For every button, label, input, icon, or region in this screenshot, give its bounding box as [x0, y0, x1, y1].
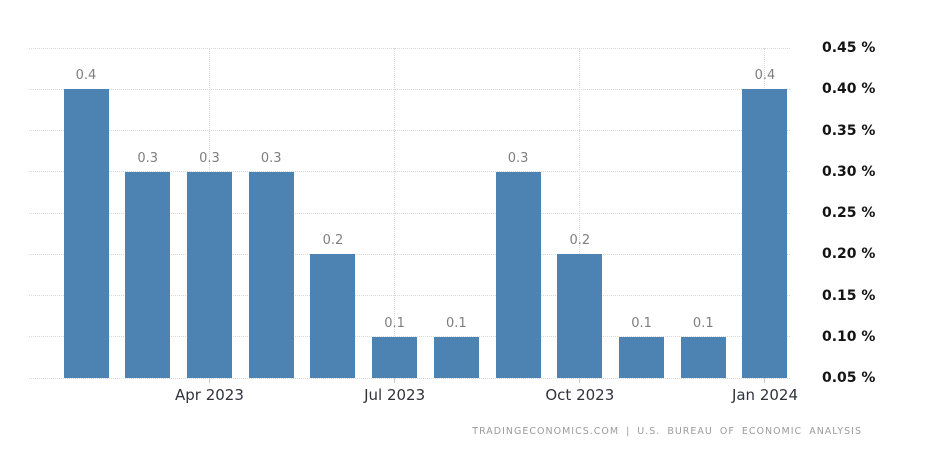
x-tick-label: Jul 2023 [364, 386, 426, 404]
y-tick-label: 0.05 % [822, 370, 876, 386]
x-tick-label: Oct 2023 [545, 386, 615, 404]
y-tick-label: 0.20 % [822, 246, 876, 263]
bar-value-label: 0.1 [446, 315, 467, 331]
x-tick-mark [579, 378, 581, 383]
h-gridline [29, 171, 790, 173]
bar [372, 336, 418, 378]
bar-value-label: 0.2 [569, 233, 591, 249]
bar-value-label: 0.4 [754, 68, 776, 84]
bar [248, 171, 294, 378]
bar-value-label: 0.1 [384, 315, 405, 331]
y-tick-label: 0.35 % [822, 122, 876, 139]
bar [619, 336, 665, 378]
x-tick-label: Jan 2024 [731, 386, 799, 404]
y-tick-label: 0.45 % [822, 40, 876, 56]
bar [557, 254, 603, 378]
v-gridline [579, 48, 581, 378]
h-gridline [29, 88, 790, 90]
source-attribution: TRADINGECONOMICS.COM | U.S. BUREAU OF EC… [472, 426, 862, 437]
bar-value-label: 0.3 [199, 150, 220, 166]
y-tick-label: 0.15 % [822, 287, 876, 304]
bar [125, 171, 171, 378]
h-gridline [29, 47, 790, 49]
h-gridline [29, 212, 790, 214]
bar-value-label: 0.3 [137, 150, 159, 166]
h-gridline [29, 295, 790, 296]
bar-value-label: 0.2 [322, 233, 344, 249]
y-tick-label: 0.25 % [822, 205, 876, 221]
bar-value-label: 0.3 [260, 150, 282, 166]
y-tick-label: 0.40 % [822, 81, 876, 98]
h-gridline [29, 130, 790, 131]
bar [63, 89, 109, 378]
x-tick-label: Apr 2023 [175, 386, 244, 404]
x-tick-mark [208, 378, 210, 383]
bar [186, 171, 232, 378]
bar-value-label: 0.1 [631, 315, 652, 331]
x-tick-mark [394, 378, 396, 383]
y-tick-label: 0.30 % [822, 163, 876, 180]
bar [680, 336, 726, 378]
v-gridline [394, 48, 396, 378]
h-gridline [29, 377, 790, 379]
bar [310, 254, 356, 378]
bar [495, 171, 541, 378]
y-tick-label: 0.10 % [822, 328, 876, 345]
bar [433, 336, 479, 378]
h-gridline [29, 253, 790, 255]
bar-value-label: 0.4 [75, 68, 97, 84]
bar-value-label: 0.3 [507, 150, 529, 166]
x-tick-mark [764, 378, 766, 383]
bar-value-label: 0.1 [692, 315, 714, 331]
bar [742, 89, 788, 378]
